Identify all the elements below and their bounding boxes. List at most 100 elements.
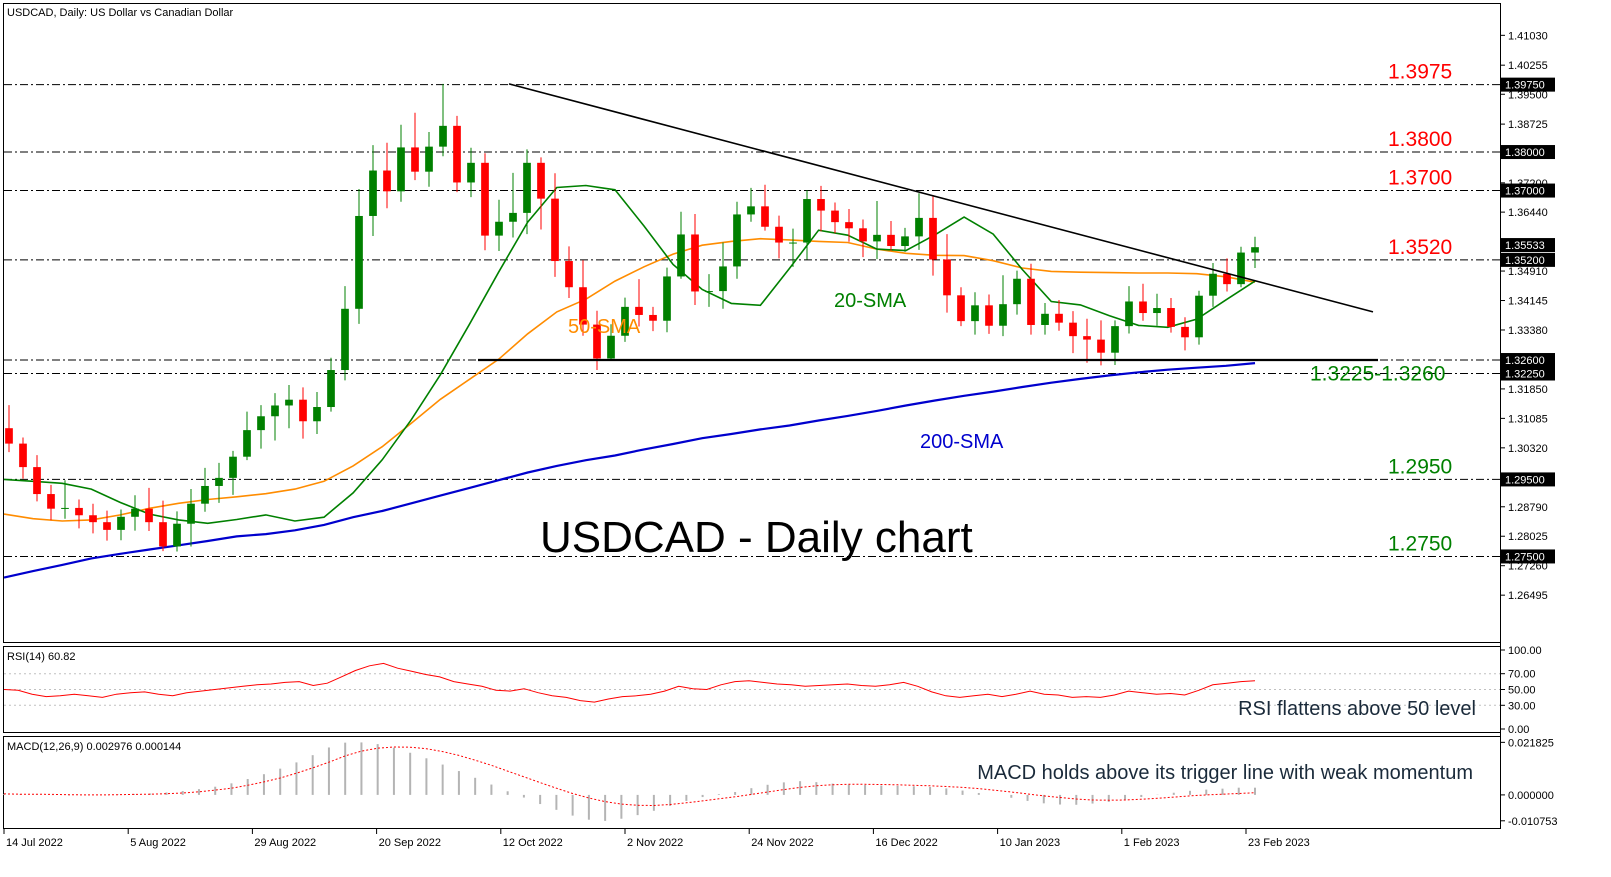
- level-tag-box: [1501, 353, 1555, 368]
- candle-body: [75, 507, 83, 516]
- sma50-line: [3, 237, 1256, 522]
- macd-header: MACD(12,26,9) 0.002976 0.000144: [7, 741, 181, 753]
- candle-body: [859, 228, 867, 242]
- sma200-line: [3, 362, 1256, 579]
- candle-body: [929, 217, 937, 260]
- candle-body: [537, 162, 545, 199]
- sma20-layer: [3, 184, 1256, 525]
- level-label: 1.2950: [1388, 455, 1452, 478]
- candles-layer: [5, 83, 1259, 552]
- price-tick-label: 1.40255: [1508, 60, 1548, 72]
- candle-body: [817, 199, 825, 211]
- candle-body: [1195, 295, 1203, 338]
- candle-body: [327, 370, 335, 408]
- level-tag: 1.37000: [1505, 186, 1545, 198]
- level-tag: 1.38000: [1505, 147, 1545, 159]
- candle-body: [229, 456, 237, 478]
- candle-body: [313, 407, 321, 422]
- level-tag: 1.32250: [1505, 369, 1545, 381]
- candle-body: [173, 523, 181, 547]
- candle-body: [1027, 278, 1035, 325]
- candle-body: [89, 515, 97, 523]
- current-price-box: [1501, 238, 1555, 253]
- level-label: 1.3520: [1388, 236, 1452, 259]
- price-tick-label: 1.41030: [1508, 30, 1548, 42]
- candle-body: [1083, 336, 1091, 340]
- macd-note: MACD holds above its trigger line with w…: [977, 762, 1473, 784]
- candle-body: [523, 162, 531, 213]
- date-tick-label: 20 Sep 2022: [379, 837, 441, 849]
- candle-body: [397, 147, 405, 192]
- candle-body: [1041, 313, 1049, 325]
- candle-body: [565, 261, 573, 288]
- current-price-tag: 1.35533: [1505, 240, 1545, 252]
- candle-body: [145, 508, 153, 523]
- date-tick-label: 12 Oct 2022: [503, 837, 563, 849]
- level-tag: 1.39750: [1505, 80, 1545, 92]
- sma50-label: 50-SMA: [568, 316, 641, 338]
- level-tag-box: [1501, 252, 1555, 267]
- candle-body: [159, 522, 167, 547]
- candle-body: [733, 214, 741, 267]
- rsi-tick-label: 0.00: [1508, 724, 1529, 736]
- candle-body: [355, 215, 363, 309]
- price-tick-label: 1.31850: [1508, 384, 1548, 396]
- candle-body: [481, 162, 489, 236]
- candle-body: [607, 335, 615, 359]
- sma20-label: 20-SMA: [834, 290, 907, 312]
- candle-body: [915, 217, 923, 237]
- sma200-label: 200-SMA: [920, 431, 1004, 453]
- candle-body: [677, 234, 685, 277]
- level-tag: 1.32600: [1505, 355, 1545, 367]
- candle-body: [215, 477, 223, 486]
- level-label: 1.3800: [1388, 128, 1452, 151]
- candle-body: [747, 206, 755, 215]
- rsi-header: RSI(14) 60.82: [7, 651, 75, 663]
- candle-body: [1237, 252, 1245, 285]
- candle-body: [943, 259, 951, 296]
- candle-body: [999, 304, 1007, 326]
- candle-body: [299, 399, 307, 422]
- candle-body: [341, 308, 349, 371]
- candle-body: [985, 305, 993, 326]
- horizontal-levels: 1.3975 1.3800 1.3700 1.3520 1.3225-1.3260 1.2…: [4, 61, 1500, 557]
- price-axis: 1.410301.402551.395001.387251.379551.372…: [1500, 30, 1555, 602]
- macd-signal-line: [3, 746, 1256, 807]
- rsi-tick-label: 30.00: [1508, 700, 1536, 712]
- macd-tick-label: -0.010753: [1508, 816, 1558, 828]
- date-axis: 14 Jul 2022 5 Aug 2022 29 Aug 2022 20 Sep 2…: [3, 829, 1310, 849]
- candle-body: [1111, 326, 1119, 353]
- candle-body: [761, 206, 769, 227]
- candle-body: [635, 306, 643, 315]
- price-tick-label: 1.30320: [1508, 443, 1548, 455]
- candle-body: [19, 443, 27, 468]
- level-tag: 1.35200: [1505, 255, 1545, 267]
- candle-body: [61, 507, 69, 509]
- level-label: 1.3975: [1388, 61, 1452, 84]
- rsi-line: [3, 662, 1256, 703]
- date-tick-label: 14 Jul 2022: [6, 837, 63, 849]
- candle-body: [187, 503, 195, 524]
- candle-body: [1125, 301, 1133, 327]
- rsi-tick-label: 100.00: [1508, 645, 1542, 657]
- candle-body: [803, 199, 811, 243]
- candle-body: [131, 508, 139, 517]
- rsi-tick-label: 70.00: [1508, 669, 1536, 681]
- date-tick-label: 10 Jan 2023: [1000, 837, 1061, 849]
- candle-body: [453, 125, 461, 183]
- candle-body: [243, 430, 251, 457]
- candle-body: [103, 522, 111, 530]
- date-tick-label: 29 Aug 2022: [254, 837, 316, 849]
- level-label: 1.3700: [1388, 167, 1452, 190]
- price-tick-label: 1.39500: [1508, 89, 1548, 101]
- candle-body: [271, 405, 279, 417]
- candle-body: [439, 125, 447, 147]
- level-tag-box: [1501, 145, 1555, 160]
- candle-body: [705, 291, 713, 293]
- date-tick-label: 5 Aug 2022: [130, 837, 186, 849]
- price-tick-label: 1.34910: [1508, 266, 1548, 278]
- candle-body: [1181, 326, 1189, 338]
- candle-body: [887, 234, 895, 247]
- candle-body: [369, 170, 377, 216]
